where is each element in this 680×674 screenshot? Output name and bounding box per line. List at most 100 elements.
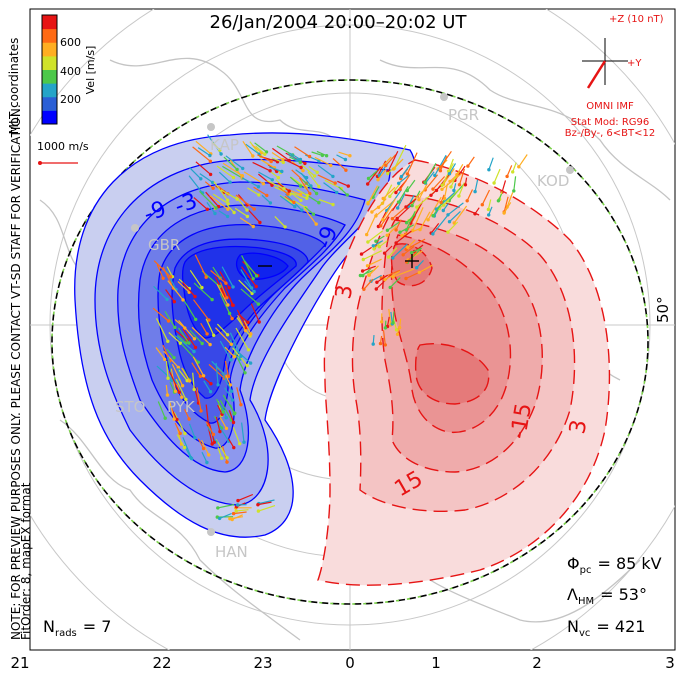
velocity-vector <box>174 422 181 434</box>
velocity-vector <box>301 178 318 194</box>
velocity-vector <box>211 141 221 151</box>
velocity-vector-origin <box>212 440 216 444</box>
velocity-vector <box>449 210 461 223</box>
velocity-vector <box>244 260 258 277</box>
velocity-vector <box>216 323 229 336</box>
velocity-vector-origin <box>226 303 230 307</box>
velocity-vector-origin <box>234 509 238 513</box>
colorbar-segment <box>42 42 57 57</box>
velocity-vector <box>298 177 311 194</box>
velocity-vector-origin <box>346 184 350 188</box>
velocity-vector <box>448 163 457 175</box>
velocity-vector-origin <box>465 199 469 203</box>
velocity-vector <box>506 165 513 177</box>
velocity-vector-origin <box>381 218 385 222</box>
velocity-vector-origin <box>230 398 235 402</box>
velocity-vector-origin <box>216 506 220 510</box>
velocity-vector-origin <box>256 509 261 513</box>
velocity-vector <box>419 211 431 230</box>
velocity-vector-origin <box>166 319 171 323</box>
velocity-vector <box>392 311 395 323</box>
velocity-vector <box>271 151 284 161</box>
velocity-vector <box>400 164 411 177</box>
velocity-vector <box>219 512 232 519</box>
velocity-vector <box>518 154 528 168</box>
velocity-vector-origin <box>212 333 216 337</box>
velocity-vector <box>234 207 248 217</box>
velocity-vector-origin <box>256 302 261 306</box>
velocity-vector <box>201 451 208 463</box>
velocity-vector <box>269 166 283 173</box>
velocity-vector <box>376 274 388 283</box>
velocity-vector <box>375 199 395 217</box>
velocity-vector <box>228 410 235 423</box>
velocity-vector-origin <box>208 342 212 347</box>
velocity-vector <box>233 511 247 515</box>
station-gbr: GBR <box>148 236 180 254</box>
velocity-vector <box>425 171 435 184</box>
velocity-vector-origin <box>281 160 285 165</box>
velocity-vector <box>255 145 266 155</box>
velocity-vector-origin <box>404 205 408 209</box>
velocity-vector-origin <box>365 232 369 237</box>
coordinates-label: MLT coordinates <box>7 38 21 135</box>
velocity-vector-origin <box>225 296 229 300</box>
velocity-vector <box>157 401 166 419</box>
velocity-vector-origin <box>345 193 349 197</box>
velocity-vector-origin <box>224 416 228 420</box>
velocity-vector <box>367 185 379 205</box>
velocity-vector <box>311 151 323 156</box>
velocity-vector-origin <box>183 431 187 436</box>
velocity-vector-origin <box>486 207 491 212</box>
station-kap: KAP <box>210 136 239 154</box>
velocity-vector-origin <box>210 297 214 302</box>
velocity-vector-origin <box>366 182 370 186</box>
velocity-vector <box>370 274 382 282</box>
mlt-axis: 21 22 23 0 1 2 3 <box>10 654 674 672</box>
velocity-vector-origin <box>184 397 188 402</box>
velocity-vector-origin <box>256 185 261 189</box>
velocity-vector <box>503 202 512 214</box>
velocity-vector <box>165 289 175 303</box>
velocity-vector <box>304 206 314 215</box>
mlt-tick-2: 2 <box>532 654 542 672</box>
velocity-vector-origin <box>431 232 435 236</box>
velocity-vector <box>367 230 383 243</box>
velocity-vector <box>219 292 231 314</box>
velocity-vector-origin <box>229 358 233 362</box>
velocity-vector-origin <box>220 456 224 460</box>
velocity-vector <box>188 175 203 194</box>
contour-label-3-b: 3 <box>565 418 592 436</box>
velocity-vector-origin <box>172 417 176 421</box>
colorbar-segment <box>42 96 57 111</box>
velocity-vector <box>252 161 271 172</box>
velocity-vector <box>166 348 175 359</box>
velocity-vector-origin <box>249 332 253 336</box>
velocity-vector <box>392 318 398 331</box>
velocity-vector <box>216 398 224 413</box>
velocity-vector-origin <box>205 207 209 211</box>
velocity-vector-origin <box>225 456 229 460</box>
velocity-vector <box>377 168 387 181</box>
velocity-vector <box>458 182 465 197</box>
velocity-vector <box>258 171 273 181</box>
velocity-vector <box>221 372 233 392</box>
velocity-vector-origin <box>335 190 339 195</box>
velocity-vector <box>238 279 253 294</box>
velocity-vector <box>219 271 230 289</box>
colorbar-tick-200: 200 <box>60 93 81 106</box>
velocity-vector <box>236 387 242 405</box>
velocity-vector <box>182 281 196 297</box>
velocity-vector <box>368 267 378 276</box>
velocity-vector-origin <box>404 221 409 225</box>
velocity-vector-origin <box>305 193 309 198</box>
velocity-vector <box>193 282 213 301</box>
velocity-vector-origin <box>209 382 213 386</box>
velocity-vector-origin <box>390 217 395 221</box>
mlt-tick-22: 22 <box>152 654 171 672</box>
colorbar-segment <box>42 110 57 125</box>
velocity-vector-origin <box>257 320 261 324</box>
velocity-vector <box>506 192 514 208</box>
velocity-vector-origin <box>452 221 456 225</box>
velocity-vector-origin <box>270 183 274 187</box>
